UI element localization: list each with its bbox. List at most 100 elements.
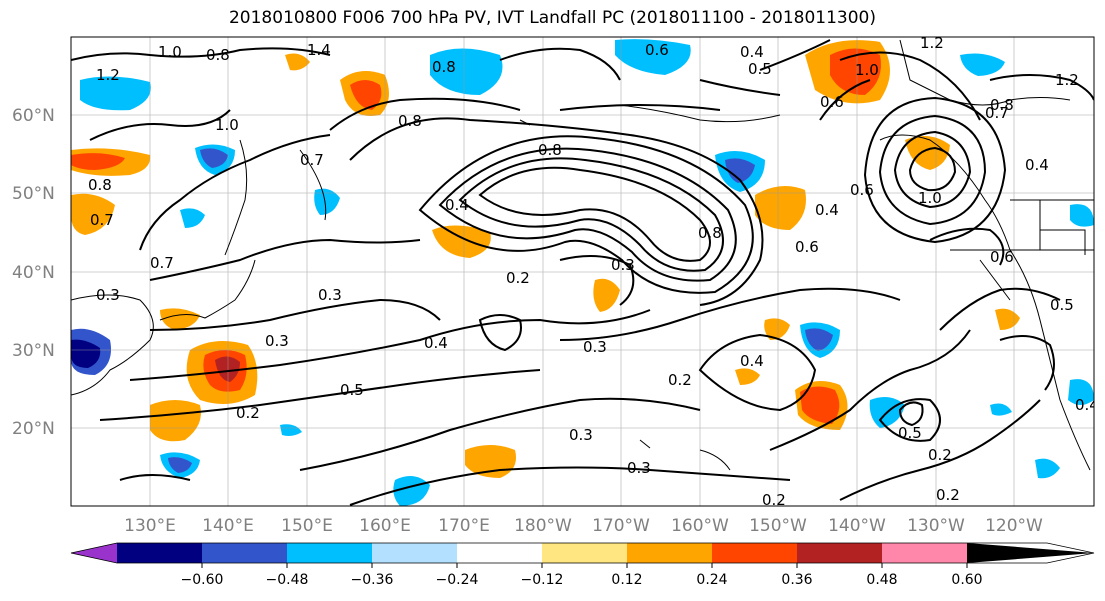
colorbar-tick-label: 0.12: [611, 572, 642, 588]
colorbar-segment: [372, 543, 457, 563]
negative-anomaly: [71, 339, 101, 368]
contour-label: 0.2: [928, 446, 952, 464]
colorbar-segment: [117, 543, 202, 563]
lon-label: 130°W: [907, 516, 965, 536]
lon-label: 160°W: [671, 516, 729, 536]
contour-label: 0.8: [88, 176, 112, 194]
contour-label: 0.3: [96, 286, 120, 304]
contour-label: 0.8: [698, 224, 722, 242]
contour-label: 0.2: [762, 491, 786, 509]
colorbar-tick-label: 0.36: [781, 572, 812, 588]
colorbar-extend-min: [71, 543, 117, 563]
lon-label: 150°E: [281, 516, 333, 536]
contour-label: 0.5: [748, 60, 772, 78]
colorbar-segment: [287, 543, 372, 563]
contour-label: 0.7: [90, 211, 114, 229]
contour-label: 0.3: [318, 286, 342, 304]
positive-anomaly: [764, 318, 790, 340]
colorbar-tick-label: −0.24: [436, 572, 479, 588]
contour-label: 1.0: [158, 43, 182, 61]
contour-label: 0.2: [506, 269, 530, 287]
colorbar-ticks: [201, 563, 968, 568]
positive-anomaly: [830, 48, 881, 95]
contour-label: 0.3: [265, 332, 289, 350]
colorbar-segment: [797, 543, 882, 563]
colorbar-segment: [882, 543, 967, 563]
colorbar-extend-max: [967, 543, 1094, 563]
positive-anomaly: [800, 386, 840, 424]
colorbar-segment: [712, 543, 797, 563]
negative-anomaly: [990, 403, 1012, 416]
negative-anomaly: [180, 208, 205, 228]
colorbar-segment: [202, 543, 287, 563]
lon-label: 140°W: [828, 516, 886, 536]
lat-label: 60°N: [12, 106, 55, 126]
contour-label: 0.8: [538, 141, 562, 159]
contour-label: 0.3: [569, 426, 593, 444]
positive-anomaly: [593, 278, 620, 312]
contour-label: 0.2: [668, 371, 692, 389]
contour-label: 0.4: [740, 43, 764, 61]
contour-label: 1.2: [96, 66, 120, 84]
longitude-labels: 130°E 140°E 150°E 160°E 170°E 180°W 170°…: [124, 516, 1043, 536]
negative-anomaly: [960, 53, 1005, 76]
lon-label: 120°W: [985, 516, 1043, 536]
contour-label: 0.3: [583, 338, 607, 356]
positive-anomaly: [150, 400, 201, 442]
positive-anomaly: [71, 153, 125, 170]
negative-anomaly: [80, 76, 151, 111]
contour-label: 1.0: [215, 116, 239, 134]
contour-label: 0.5: [898, 424, 922, 442]
negative-anomaly: [805, 328, 833, 351]
colorbar-tick-label: 0.24: [696, 572, 727, 588]
contour-label: 0.8: [990, 96, 1014, 114]
contour-label: 0.4: [1025, 156, 1049, 174]
negative-anomaly: [1035, 458, 1060, 479]
contour-label: 0.3: [627, 459, 651, 477]
colorbar-tick-label: −0.60: [181, 572, 224, 588]
negative-anomaly: [725, 158, 755, 183]
pv-contours: [71, 39, 1094, 506]
contour-label: 0.6: [990, 248, 1014, 266]
colorbar-segment: [542, 543, 627, 563]
lat-label: 30°N: [12, 341, 55, 361]
colorbar-segment: [457, 543, 542, 563]
negative-anomaly: [1070, 204, 1094, 227]
colorbar-tick-label: −0.48: [266, 572, 309, 588]
negative-anomaly: [615, 39, 691, 75]
colorbar-tick-label: −0.12: [521, 572, 564, 588]
contour-label: 1.0: [918, 189, 942, 207]
contour-label: 1.4: [307, 41, 331, 59]
contour-label: 0.7: [150, 254, 174, 272]
positive-anomaly: [350, 80, 382, 110]
contour-label: 0.8: [398, 112, 422, 130]
lat-label: 50°N: [12, 184, 55, 204]
map-frame: [70, 36, 1095, 507]
contour-label: 0.4: [1075, 396, 1099, 414]
contour-label: 0.4: [445, 196, 469, 214]
contour-label: 0.8: [206, 46, 230, 64]
negative-anomaly: [430, 48, 503, 95]
positive-anomaly: [160, 308, 200, 330]
positive-anomaly: [71, 193, 115, 235]
contour-label: 1.2: [1055, 71, 1079, 89]
contour-label: 0.6: [795, 238, 819, 256]
negative-anomaly: [314, 188, 340, 215]
colorbar-outline: [70, 542, 1095, 564]
contour-label: 0.5: [1050, 296, 1074, 314]
negative-anomaly: [1068, 379, 1094, 405]
contour-labels: 1.0 0.8 1.4 1.2 0.8 0.6 0.4 0.5 1.2 1.0 …: [88, 37, 1099, 509]
contour-label: 0.4: [740, 352, 764, 370]
contour-label: 0.8: [432, 58, 456, 76]
colorbar-segment: [627, 543, 712, 563]
contour-label: 0.6: [850, 181, 874, 199]
contour-label: 0.2: [936, 486, 960, 504]
positive-anomaly: [905, 136, 950, 170]
contour-label: 1.0: [855, 61, 879, 79]
positive-anomaly: [755, 186, 806, 230]
positive-anomaly: [735, 368, 760, 385]
graticule: [71, 37, 1094, 506]
lat-label: 20°N: [12, 419, 55, 439]
colorbar: −0.60 −0.48 −0.36 −0.24 −0.12 0.12 0.24 …: [70, 542, 1095, 588]
